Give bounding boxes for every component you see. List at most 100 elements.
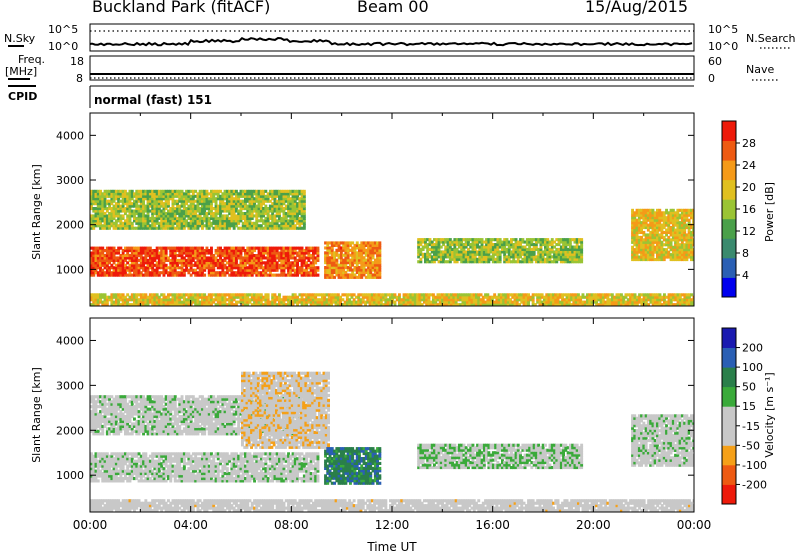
echo-cell <box>119 273 123 277</box>
echo-cell <box>216 204 220 208</box>
echo-cell <box>531 295 535 299</box>
echo-cell <box>203 209 207 213</box>
echo-cell <box>683 218 687 222</box>
echo-cell <box>262 212 265 216</box>
echo-cell <box>580 247 584 251</box>
echo-cell <box>124 197 127 201</box>
echo-cell <box>480 243 484 247</box>
echo-cell <box>475 300 478 304</box>
echo-cell <box>121 263 125 267</box>
echo-cell <box>477 295 481 299</box>
echo-cell <box>590 303 594 306</box>
echo-cell <box>139 224 143 228</box>
echo-cell <box>442 240 445 244</box>
echo-cell <box>473 250 477 254</box>
echo-cell <box>300 226 304 230</box>
echo-cell <box>228 249 232 253</box>
echo-cell <box>353 266 357 270</box>
echo-cell <box>355 268 359 272</box>
echo-cell <box>298 197 302 201</box>
echo-cell <box>373 248 377 252</box>
echo-cell <box>377 295 381 299</box>
echo-cell <box>351 261 355 265</box>
echo-cell <box>544 238 547 242</box>
echo-cell <box>271 298 275 302</box>
echo-cell <box>674 245 677 249</box>
echo-cell <box>119 224 123 228</box>
echo-cell <box>90 256 93 260</box>
echo-cell <box>169 224 173 228</box>
echo-cell <box>455 240 459 244</box>
echo-cell <box>151 216 155 220</box>
echo-cell <box>148 295 152 299</box>
echo-cell <box>151 212 155 216</box>
echo-cell <box>487 245 491 249</box>
echo-cell <box>139 189 143 193</box>
echo-cell <box>370 298 374 302</box>
echo-cell <box>307 251 311 255</box>
echo-cell <box>178 221 182 225</box>
echo-cell <box>444 245 448 249</box>
echo-cell <box>176 226 179 230</box>
echo-cell <box>207 202 211 206</box>
echo-cell <box>108 268 111 272</box>
echo-cell <box>96 209 100 213</box>
echo-cell <box>133 194 136 198</box>
echo-cell <box>112 293 116 297</box>
echo-cell <box>273 293 277 297</box>
echo-cell <box>264 197 268 201</box>
echo-cell <box>144 246 148 250</box>
echo-cell <box>189 295 193 299</box>
echo-cell <box>523 240 527 244</box>
echo-cell <box>160 224 164 228</box>
echo-cell <box>185 246 188 250</box>
echo-cell <box>155 197 159 201</box>
echo-cell <box>430 255 434 259</box>
echo-cell <box>142 298 145 302</box>
echo-cell <box>504 303 508 306</box>
echo-cell <box>219 266 222 270</box>
echo-cell <box>314 271 318 275</box>
echo-cell <box>413 298 417 302</box>
echo-cell <box>434 298 438 302</box>
echo-cell <box>273 209 277 213</box>
echo-cell <box>232 273 236 277</box>
echo-cell <box>194 219 198 223</box>
echo-cell <box>667 235 671 239</box>
echo-cell <box>157 221 161 225</box>
echo-cell <box>692 243 694 247</box>
echo-cell <box>235 194 238 198</box>
echo-cell <box>119 246 123 250</box>
echo-cell <box>160 258 164 262</box>
echo-cell <box>162 303 166 306</box>
echo-cell <box>289 214 293 218</box>
echo-cell <box>521 247 525 251</box>
echo-cell <box>441 300 444 304</box>
echo-cell <box>426 247 430 251</box>
echo-cell <box>133 254 136 258</box>
echo-cell <box>250 216 254 220</box>
echo-cell <box>164 226 168 230</box>
echo-cell <box>237 214 241 218</box>
echo-cell <box>210 214 213 218</box>
echo-cell <box>378 251 382 255</box>
echo-cell <box>642 216 646 220</box>
echo-cell <box>246 221 250 225</box>
echo-cell <box>444 260 448 264</box>
echo-cell <box>291 226 295 230</box>
echo-cell <box>112 303 116 306</box>
echo-cell <box>108 214 111 218</box>
echo-cell <box>164 271 168 275</box>
echo-cell <box>391 295 395 299</box>
echo-cell <box>275 254 279 258</box>
echo-cell <box>433 257 436 261</box>
echo-cell <box>232 263 236 267</box>
echo-cell <box>447 295 451 299</box>
echo-cell <box>92 256 96 260</box>
echo-cell <box>521 250 525 254</box>
echo-cell <box>146 192 150 196</box>
echo-cell <box>378 261 382 265</box>
echo-cell <box>376 248 379 252</box>
echo-cell <box>112 251 116 255</box>
echo-cell <box>278 263 281 267</box>
